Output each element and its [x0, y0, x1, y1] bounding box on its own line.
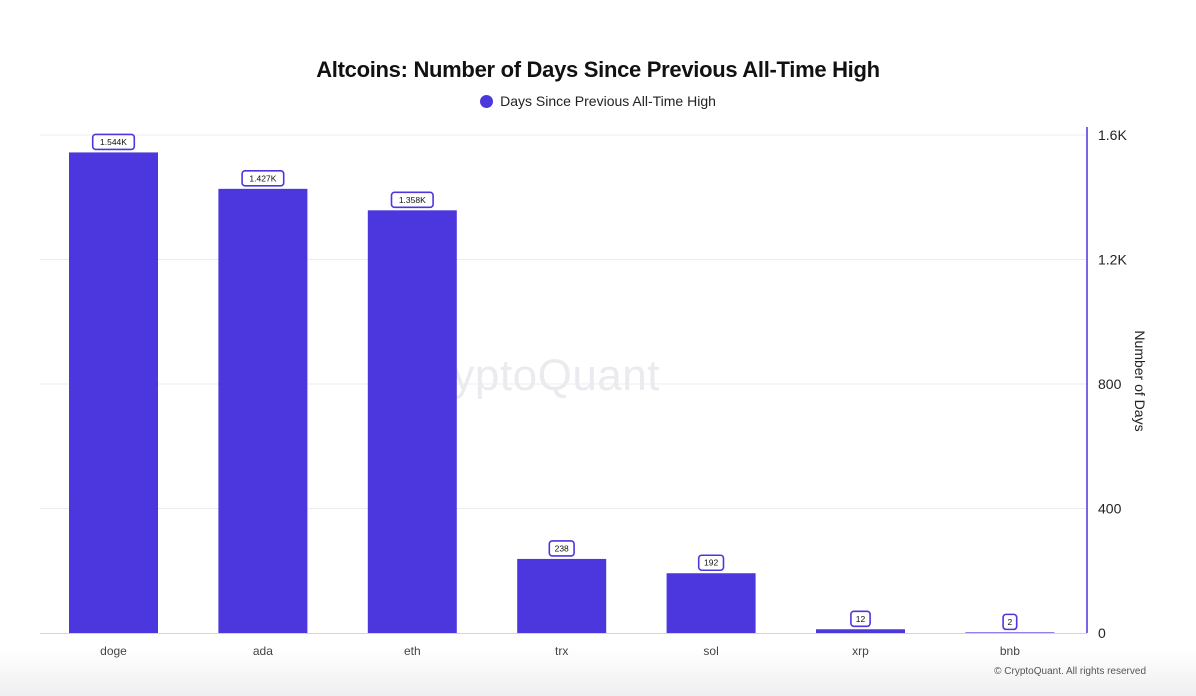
bar — [367, 210, 457, 633]
data-label-box — [548, 540, 575, 557]
y-tick-label: 1.6K — [1098, 127, 1127, 143]
y-tick-label: 1.2K — [1098, 252, 1127, 268]
x-tick-label: eth — [404, 644, 421, 658]
chart-legend[interactable]: Days Since Previous All-Time High — [0, 93, 1196, 109]
y-tick-label: 800 — [1098, 376, 1122, 392]
x-tick-label: sol — [703, 644, 718, 658]
legend-label: Days Since Previous All-Time High — [500, 93, 716, 109]
data-label: 1.358K — [399, 195, 426, 205]
copyright-notice: © CryptoQuant. All rights reserved — [994, 666, 1146, 677]
data-label-box — [91, 133, 136, 151]
data-label: 12 — [856, 614, 866, 624]
x-tick-label: doge — [100, 644, 127, 658]
bar — [666, 573, 756, 633]
bar — [218, 188, 308, 633]
data-label: 2 — [1008, 617, 1013, 627]
x-tick-label: ada — [253, 644, 273, 658]
data-label-box — [1002, 613, 1018, 631]
legend-swatch — [480, 94, 494, 108]
data-label-box — [850, 610, 871, 628]
data-label-box — [697, 554, 725, 572]
data-label: 192 — [704, 558, 718, 568]
footer-band — [0, 648, 1196, 696]
data-label-box — [241, 170, 285, 187]
data-label: 1.427K — [249, 173, 276, 183]
chart-title: Altcoins: Number of Days Since Previous … — [316, 57, 880, 82]
y-axis-title: Number of Days — [1132, 330, 1148, 431]
x-tick-label: trx — [555, 644, 568, 658]
data-label-box — [390, 191, 434, 209]
data-label: 238 — [555, 543, 569, 553]
bar — [517, 558, 607, 633]
bar — [965, 632, 1055, 633]
bar — [69, 152, 158, 633]
y-tick-label: 400 — [1098, 501, 1122, 517]
data-label: 1.544K — [100, 137, 127, 147]
x-tick-label: bnb — [1000, 644, 1020, 658]
y-tick-label: 0 — [1098, 625, 1106, 641]
bar — [816, 629, 905, 633]
x-tick-label: xrp — [852, 644, 869, 658]
